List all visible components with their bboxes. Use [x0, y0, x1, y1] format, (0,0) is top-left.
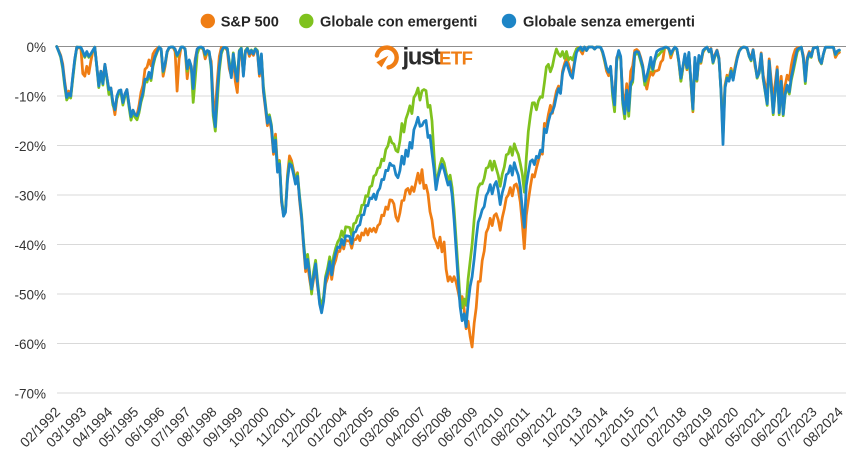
svg-text:-10%: -10%	[14, 90, 46, 105]
svg-text:-60%: -60%	[14, 337, 46, 352]
svg-text:0%: 0%	[26, 40, 46, 55]
svg-text:just: just	[402, 44, 441, 71]
svg-text:S&P 500: S&P 500	[221, 14, 279, 30]
svg-text:ETF: ETF	[439, 48, 473, 69]
svg-text:-30%: -30%	[14, 189, 46, 204]
svg-text:-70%: -70%	[14, 387, 46, 402]
svg-text:-50%: -50%	[14, 288, 46, 303]
svg-text:Globale senza emergenti: Globale senza emergenti	[523, 14, 695, 30]
svg-text:-20%: -20%	[14, 139, 46, 154]
svg-text:-40%: -40%	[14, 238, 46, 253]
svg-text:Globale con emergenti: Globale con emergenti	[320, 14, 477, 30]
